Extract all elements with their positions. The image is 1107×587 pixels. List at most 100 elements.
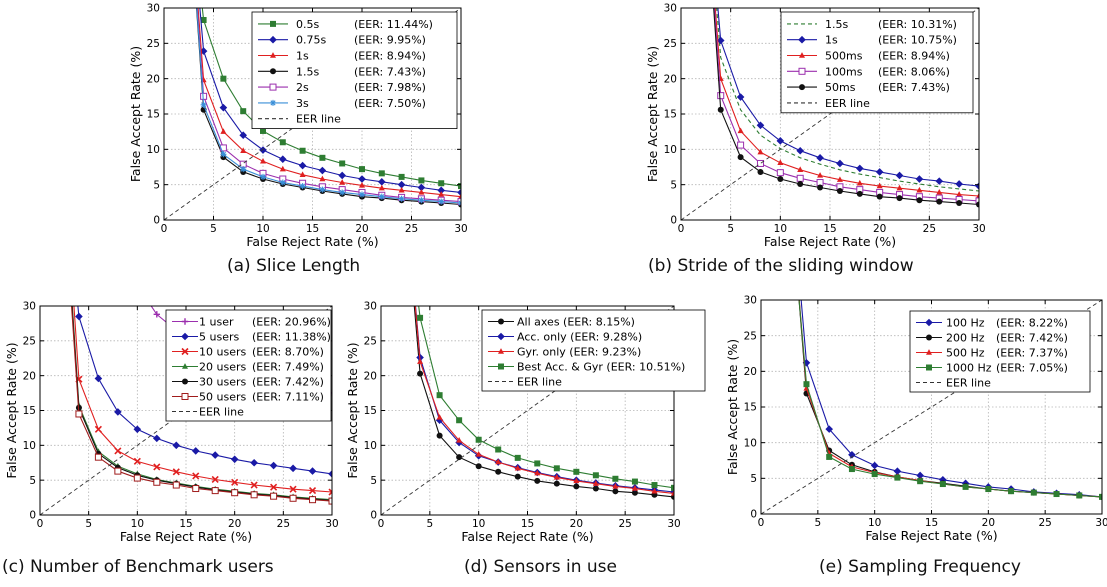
x-tick-label: 30: [454, 223, 467, 235]
x-tick-label: 25: [923, 223, 936, 235]
data-point-50-users: [133, 474, 141, 482]
data-point-gyr-only: [475, 450, 482, 457]
legend-marker-0-5s: [270, 20, 276, 27]
data-point-50-users: [289, 494, 297, 502]
data-point-100-hz: [939, 475, 947, 484]
data-point-5-users: [75, 312, 83, 321]
data-point-0-5s: [418, 177, 425, 184]
legend-marker-30-users: [182, 378, 188, 385]
legend-label-500-hz: 500 Hz: [946, 347, 985, 360]
chart-sampling-frequency-plot: 0 5 10 15 20 25 30 0 5 10 15 20 25 30 False Reject Rat…: [725, 295, 1107, 543]
axes: 0 5 10 15 20 25 30 0 5 10 15 20 25 30: [364, 301, 681, 530]
data-point-3s: [339, 189, 346, 196]
chart-benchmark-users: 0 5 10 15 20 25 30 0 5 10 15 20 25 30 False Reject Rat…: [0, 296, 345, 587]
data-point-best-acc-gyr: [631, 478, 638, 485]
legend-marker-best-acc-gyr: [498, 363, 504, 370]
data-point-1000-hz: [848, 466, 855, 473]
data-point-100-hz: [870, 461, 879, 470]
caption-sensors: (d) Sensors in use: [464, 557, 617, 577]
plot-area: [164, 8, 461, 220]
x-axis-label: False Reject Rate (%): [461, 529, 593, 544]
data-point-0-5s: [319, 154, 326, 161]
data-point-3s: [319, 186, 326, 193]
x-tick-label: 20: [355, 223, 368, 235]
data-point-0-75s: [239, 131, 247, 139]
data-point-all-axes: [573, 483, 580, 490]
legend-label-acc-only: Acc. only (EER: 9.28%): [517, 331, 642, 344]
data-point-50ms: [836, 188, 843, 195]
data-point-50-users: [94, 453, 102, 461]
data-point-0-5s: [200, 17, 207, 24]
data-point-3s: [220, 151, 227, 158]
data-point-10-users: [231, 478, 239, 486]
data-point-100-hz: [848, 450, 856, 459]
legend-eer-1000-hz: (EER: 7.05%): [996, 362, 1068, 375]
x-tick-label: 5: [210, 223, 217, 235]
data-point-50ms: [896, 195, 903, 202]
legend-eer-100ms: (EER: 8.06%): [878, 65, 950, 78]
y-tick-label: 5: [670, 179, 677, 191]
data-point-1000-hz: [917, 478, 924, 485]
y-tick-label: 0: [750, 509, 757, 521]
legend-label-eer-line: EER line: [296, 113, 341, 126]
data-point-50-users: [328, 497, 332, 505]
data-point-5-users: [230, 455, 239, 464]
data-point-10-users: [153, 463, 161, 471]
axes: 0 5 10 15 20 25 30 0 5 10 15 20 25 30: [147, 3, 468, 235]
data-point-all-axes: [534, 477, 541, 484]
y-axis-label: False Accept Rate (%): [645, 46, 660, 182]
legend: 1.5s (EER: 10.31%) 1s (EER: 10.75%) 500ms (EE…: [780, 11, 974, 114]
data-point-500ms: [936, 189, 943, 195]
data-point-best-acc-gyr: [612, 475, 619, 482]
data-point-50-users: [192, 485, 200, 493]
data-point-50-users: [270, 492, 278, 500]
chart-sampling-frequency: 0 5 10 15 20 25 30 0 5 10 15 20 25 30 False Reject Rat…: [724, 290, 1107, 587]
data-point-10-users: [94, 425, 102, 433]
data-point-10-users: [308, 487, 317, 495]
data-point-50-users: [250, 491, 258, 499]
x-tick-label: 10: [774, 223, 787, 235]
legend: 0.5s (EER: 11.44%) 0.75s (EER: 9.95%) 1s (EER…: [251, 11, 458, 129]
legend-eer-0-5s: (EER: 11.44%): [354, 18, 433, 31]
data-point-1s: [895, 171, 904, 180]
data-point-0-75s: [199, 47, 208, 55]
y-tick-label: 30: [364, 301, 377, 313]
data-point-0-75s: [457, 188, 461, 197]
data-point-3s: [240, 166, 247, 173]
x-tick-label: 15: [179, 518, 192, 530]
y-axis-label: False Accept Rate (%): [4, 342, 19, 478]
legend-eer-500ms: (EER: 8.94%): [878, 50, 950, 63]
x-tick-label: 0: [378, 518, 385, 530]
caption-stride: (b) Stride of the sliding window: [648, 256, 914, 276]
data-point-0-75s: [298, 161, 307, 170]
x-tick-label: 10: [256, 223, 269, 235]
data-point-10-users: [328, 488, 332, 496]
x-tick-label: 15: [521, 518, 534, 530]
data-point-1000-hz: [962, 483, 969, 490]
data-point-1000-hz: [985, 486, 992, 493]
data-point-1s: [279, 165, 286, 172]
caption-slice-length: (a) Slice Length: [227, 256, 361, 276]
data-point-3s: [359, 191, 365, 198]
legend-eer-100-hz: (EER: 8.22%): [996, 317, 1068, 330]
plot-area: [681, 8, 979, 220]
data-point-500ms: [916, 186, 923, 193]
data-point-500ms: [976, 192, 979, 199]
data-point-50ms: [876, 193, 883, 200]
data-point-1s: [935, 177, 944, 185]
data-point-0-5s: [339, 160, 346, 167]
y-axis-label: False Accept Rate (%): [128, 46, 143, 182]
legend-marker-5-users: [181, 332, 189, 341]
data-point-50ms: [737, 154, 744, 161]
legend-eer-2s: (EER: 7.98%): [354, 81, 426, 94]
legend-label-gyr-only: Gyr. only (EER: 9.23%): [517, 346, 641, 359]
data-point-500ms: [777, 159, 784, 165]
data-point-5-users: [328, 470, 332, 478]
data-point-500ms: [797, 166, 804, 173]
legend-marker-1000-hz: [926, 364, 932, 371]
legend-box: [481, 309, 706, 392]
y-tick-label: 10: [744, 437, 757, 449]
x-tick-label: 5: [85, 518, 92, 530]
x-tick-label: 5: [814, 517, 821, 529]
x-tick-label: 5: [426, 518, 433, 530]
